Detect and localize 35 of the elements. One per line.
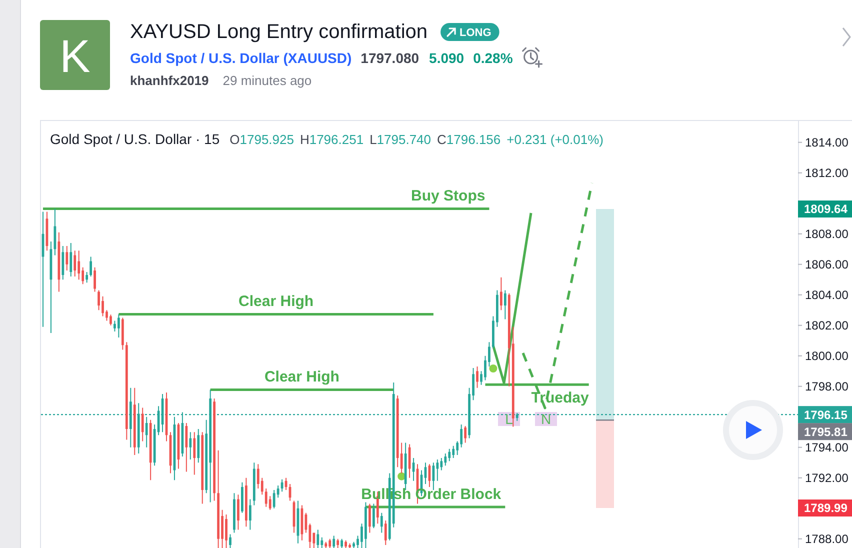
y-tick-label: 1800.00 (805, 349, 849, 364)
text: 1809.64 (804, 202, 848, 216)
annotation: L (505, 411, 514, 427)
text: 0.28% (473, 50, 514, 66)
text: 29 minutes ago (222, 73, 312, 88)
text: khanhfx2019 (130, 73, 209, 88)
series-label: Clear High (238, 293, 314, 310)
annotation: C1796.156 (437, 132, 501, 147)
ref-line-label: 1796.15 (804, 408, 848, 422)
text: K (60, 30, 91, 82)
annotation: O1795.925 (230, 132, 294, 147)
text: 5.090 (429, 50, 464, 66)
y-tick-label: 1794.00 (805, 440, 849, 455)
y-tick-label: 1808.00 (805, 227, 849, 242)
chart-title: XAYUSD Long Entry confirmation (130, 21, 428, 43)
y-tick-label: 1814.00 (805, 136, 849, 150)
y-tick-label: 1802.00 (805, 318, 849, 333)
y-tick-label: 1806.00 (805, 258, 849, 272)
y-tick-label: 1788.00 (805, 532, 849, 546)
annotation: Gold Spot / U.S. Dollar · 15 (50, 131, 220, 147)
text: LONG (460, 27, 492, 39)
series-label: Clear High (264, 368, 340, 386)
y-tick-label: 1792.00 (805, 471, 849, 486)
annotation: N (540, 411, 552, 427)
y-tick-label: 1798.00 (805, 380, 849, 394)
annotation: +0.231 (+0.01%) (506, 132, 604, 147)
text: 1797.080 (360, 50, 420, 66)
y-tick-label: 1804.00 (805, 288, 849, 302)
text: 1789.99 (804, 501, 848, 516)
annotation: L1795.740 (370, 132, 432, 147)
annotation: H1796.251 (300, 132, 364, 147)
series-label: Buy Stops (411, 188, 486, 205)
y-tick-label: 1812.00 (805, 166, 849, 180)
text: 1795.81 (804, 424, 848, 439)
chart-subtitle: Gold Spot / U.S. Dollar (XAUUSD) (130, 50, 352, 66)
